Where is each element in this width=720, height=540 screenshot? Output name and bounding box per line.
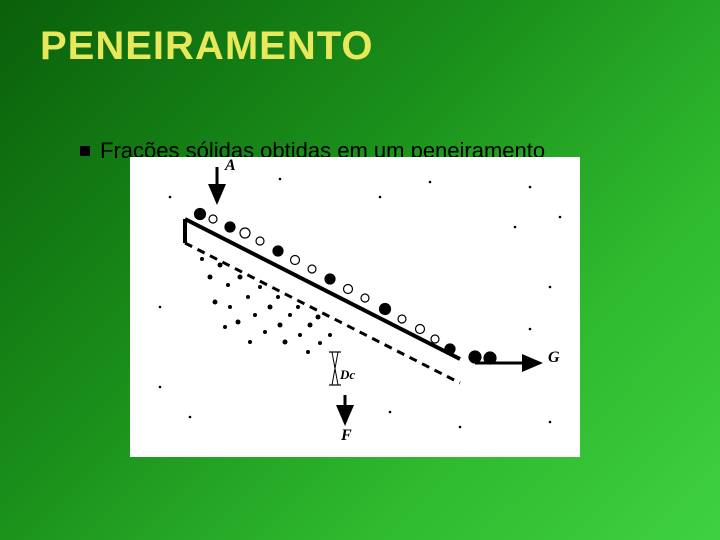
sieving-diagram: A F G Dc bbox=[130, 157, 580, 457]
slide-title: PENEIRAMENTO bbox=[40, 24, 374, 69]
bullet-square-icon bbox=[80, 146, 90, 156]
label-coarse: G bbox=[548, 349, 560, 367]
diagram-svg bbox=[130, 157, 580, 457]
label-cut-size: Dc bbox=[340, 367, 355, 383]
label-fine: F bbox=[341, 427, 352, 445]
label-feed: A bbox=[225, 157, 236, 175]
